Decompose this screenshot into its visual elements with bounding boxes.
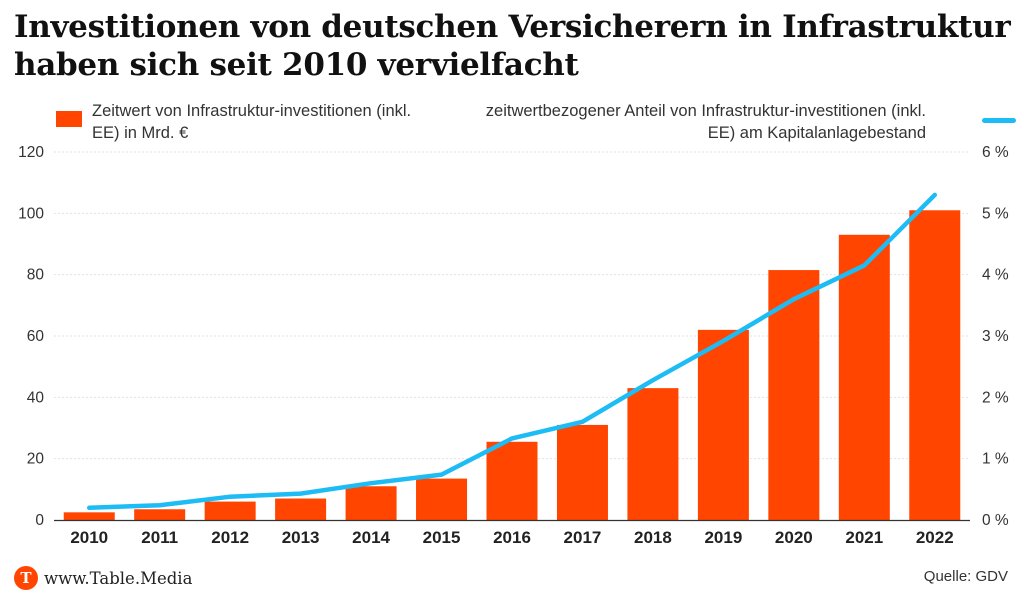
x-tick-label: 2019 <box>704 528 742 547</box>
bar <box>345 486 397 520</box>
legend-line-swatch <box>982 118 1016 123</box>
x-tick-label: 2012 <box>211 528 249 547</box>
y-left-tick-label: 100 <box>18 205 44 222</box>
legend-bar-swatch <box>56 111 82 127</box>
x-tick-label: 2020 <box>775 528 813 547</box>
y-right-tick-label: 3 % <box>982 328 1009 345</box>
x-tick-label: 2022 <box>916 528 954 547</box>
x-tick-label: 2011 <box>141 528 178 547</box>
y-right-tick-label: 4 % <box>982 267 1009 284</box>
bar <box>697 329 749 520</box>
bar <box>486 441 538 520</box>
table-media-logo-icon: T <box>14 566 38 590</box>
y-right-tick-label: 0 % <box>982 512 1009 529</box>
x-tick-label: 2010 <box>70 528 108 547</box>
x-tick-label: 2021 <box>845 528 883 547</box>
legend-bar-label: Zeitwert von Infrastruktur-investitionen… <box>92 102 412 142</box>
y-right-tick-label: 1 % <box>982 451 1009 468</box>
y-left-tick-label: 60 <box>27 328 45 345</box>
bar <box>134 509 186 520</box>
bar <box>416 478 468 520</box>
bar <box>838 234 890 521</box>
bar <box>556 424 608 520</box>
x-tick-label: 2017 <box>564 528 602 547</box>
bar <box>909 210 961 520</box>
brand-url: www.Table.Media <box>44 568 193 588</box>
y-right-tick-label: 5 % <box>982 205 1009 222</box>
x-tick-label: 2016 <box>493 528 531 547</box>
y-left-tick-label: 40 <box>27 389 45 406</box>
x-tick-label: 2013 <box>282 528 320 547</box>
bar <box>627 388 679 520</box>
bar <box>275 498 327 520</box>
x-tick-label: 2014 <box>352 528 390 547</box>
y-left-tick-label: 0 <box>35 512 44 529</box>
x-tick-label: 2015 <box>423 528 461 547</box>
line-series <box>86 192 938 510</box>
y-right-tick-label: 2 % <box>982 389 1009 406</box>
bar <box>63 512 115 520</box>
source-note: Quelle: GDV <box>923 568 1008 585</box>
y-left-tick-label: 120 <box>18 144 44 161</box>
y-left-tick-label: 80 <box>27 267 45 284</box>
chart-title: Investitionen von deutschen Versicherern… <box>14 9 1011 83</box>
bar <box>204 501 256 520</box>
legend-line-label: zeitwertbezogener Anteil von Infrastrukt… <box>485 102 926 142</box>
footer-brand: T www.Table.Media <box>14 566 192 590</box>
x-tick-label: 2018 <box>634 528 672 547</box>
y-right-tick-label: 6 % <box>982 144 1009 161</box>
y-left-tick-label: 20 <box>27 451 45 468</box>
